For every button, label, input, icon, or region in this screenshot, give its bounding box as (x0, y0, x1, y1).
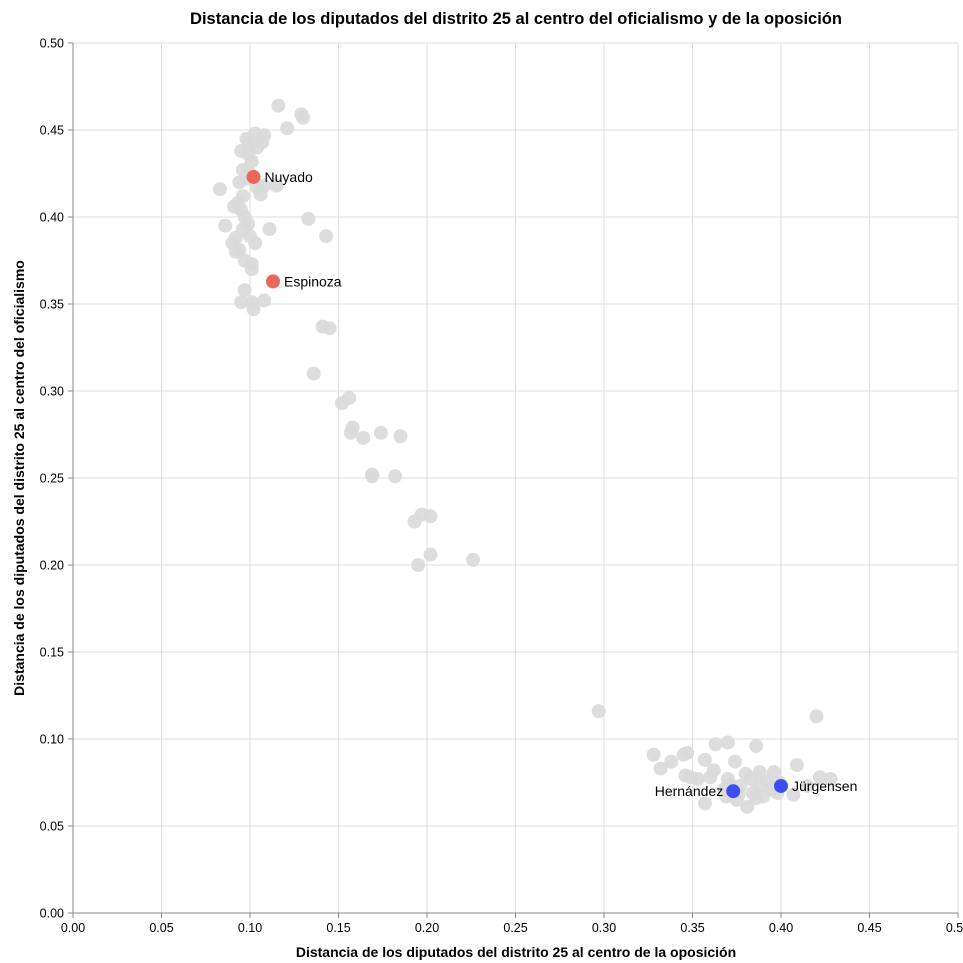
data-point (237, 283, 252, 298)
data-point (255, 135, 270, 150)
data-point (232, 175, 247, 190)
y-tick-label: 0.50 (40, 37, 64, 51)
point-label: Hernández (655, 783, 724, 799)
data-point (407, 514, 422, 529)
data-point (253, 187, 268, 202)
highlighted-point-espinoza (266, 274, 281, 289)
data-point (690, 772, 705, 787)
highlighted-point-jürgensen (774, 778, 788, 793)
highlighted-point-nuyado (246, 169, 261, 184)
y-tick-label: 0.05 (40, 820, 64, 834)
y-tick-label: 0.10 (40, 733, 64, 747)
x-tick-label: 0.20 (415, 921, 439, 935)
y-tick-label: 0.15 (40, 646, 64, 660)
data-point (244, 154, 259, 169)
data-point (664, 754, 679, 769)
point-label: Jürgensen (792, 778, 857, 794)
x-tick-label: 0.30 (592, 921, 616, 935)
x-tick-label: 0.50 (946, 921, 963, 935)
data-point (388, 469, 403, 484)
data-point (411, 558, 426, 572)
data-point (244, 262, 259, 277)
data-point (809, 709, 824, 724)
data-point (373, 425, 388, 440)
data-point (271, 98, 286, 113)
y-tick-label: 0.20 (40, 559, 64, 573)
data-point (708, 737, 723, 752)
x-axis-ticks: 0.00 0.05 0.10 0.15 0.20 0.25 0.30 0.35 0.40 0.45… (61, 913, 963, 935)
data-point (280, 121, 295, 136)
data-point (365, 469, 380, 484)
y-tick-label: 0.35 (40, 298, 64, 312)
chart-title: Distancia de los diputados del distrito … (190, 10, 842, 28)
data-point (269, 178, 284, 193)
data-point (423, 509, 438, 524)
y-axis-label: Distancia de los diputados del distrito … (11, 260, 27, 696)
x-tick-label: 0.10 (238, 921, 262, 935)
data-point (246, 302, 261, 317)
x-tick-label: 0.00 (61, 921, 85, 935)
y-tick-label: 0.45 (40, 124, 64, 138)
point-label: Nuyado (265, 169, 313, 185)
data-point (653, 761, 668, 776)
data-point (697, 796, 712, 811)
x-tick-label: 0.45 (857, 921, 881, 935)
data-point (356, 430, 371, 445)
x-tick-label: 0.35 (680, 921, 704, 935)
data-point (740, 799, 755, 814)
data-point (789, 758, 804, 773)
data-point (786, 787, 801, 802)
y-tick-label: 0.40 (40, 211, 64, 225)
data-point (218, 218, 233, 233)
highlighted-point-hernández (726, 784, 741, 799)
data-point (466, 552, 481, 567)
data-point (591, 704, 606, 719)
data-point (257, 293, 272, 308)
data-point (301, 211, 316, 226)
data-point (343, 425, 358, 440)
x-tick-label: 0.15 (326, 921, 350, 935)
data-point (749, 791, 764, 806)
data-point (306, 366, 321, 381)
data-point (296, 110, 311, 125)
data-point (703, 770, 718, 785)
data-point (646, 747, 661, 762)
data-point (697, 752, 712, 767)
data-point (749, 738, 764, 753)
y-tick-label: 0.00 (40, 907, 64, 921)
data-point (676, 747, 691, 762)
data-point (720, 735, 735, 750)
data-point (212, 182, 227, 197)
data-point (234, 295, 249, 310)
x-tick-label: 0.05 (149, 921, 173, 935)
x-tick-label: 0.40 (769, 921, 793, 935)
data-point (423, 547, 438, 562)
y-axis-ticks: 0.00 0.05 0.10 0.15 0.20 0.25 0.30 0.35 0.40 0.45… (40, 37, 73, 921)
data-point (262, 222, 277, 237)
data-point (228, 244, 243, 259)
data-point (812, 770, 827, 785)
highlighted-points: Nuyado Espinoza Hernández Jürgensen (246, 169, 857, 799)
y-tick-label: 0.25 (40, 472, 64, 486)
data-point (727, 754, 742, 769)
data-point (800, 778, 815, 793)
data-point (823, 772, 838, 787)
data-point (322, 321, 337, 336)
background-points (212, 98, 838, 814)
point-label: Espinoza (284, 273, 342, 289)
data-point (248, 236, 263, 251)
data-point (319, 229, 334, 244)
data-point (393, 429, 408, 444)
x-tick-label: 0.25 (503, 921, 527, 935)
x-axis-label: Distancia de los diputados del distrito … (296, 944, 736, 960)
data-point (335, 396, 350, 411)
y-tick-label: 0.30 (40, 385, 64, 399)
